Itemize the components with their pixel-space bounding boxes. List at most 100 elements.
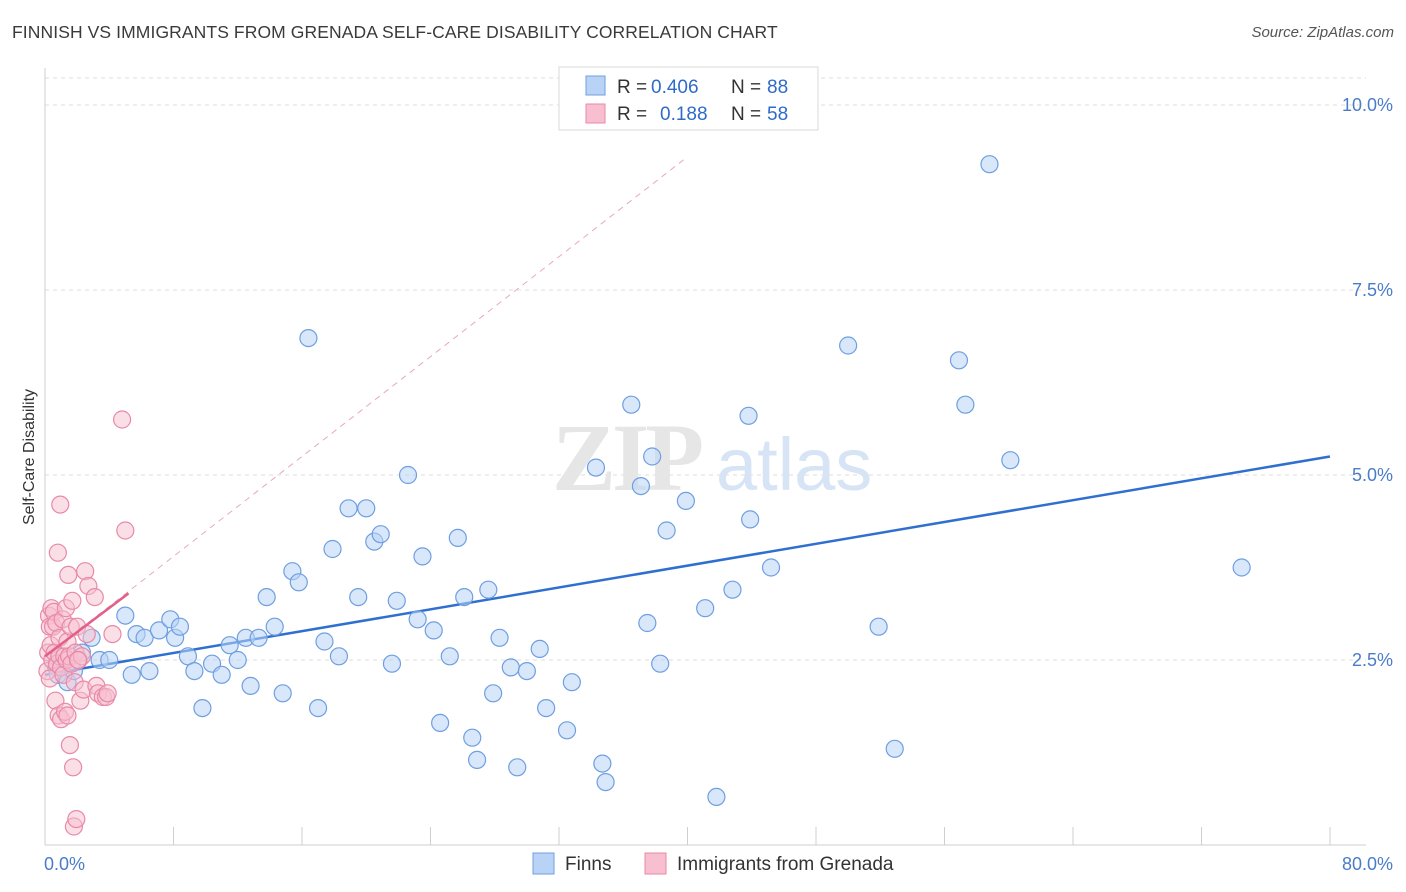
data-point-finns (413, 547, 432, 566)
legend-n-value-finns: 88 (767, 77, 788, 98)
data-point-finns (980, 155, 999, 174)
data-point-finns (956, 395, 975, 414)
data-point-grenada (58, 706, 77, 725)
data-point-finns (122, 665, 141, 684)
data-point-grenada (76, 562, 95, 581)
x-tick-label-min: 0.0% (44, 854, 85, 874)
data-point-finns (249, 628, 268, 647)
data-point-finns (1001, 451, 1020, 470)
x-tick-labels: 0.0% 80.0% (44, 854, 1393, 874)
data-point-finns (289, 573, 308, 592)
data-point-grenada (64, 758, 83, 777)
data-point-finns (562, 673, 581, 692)
data-point-finns (448, 528, 467, 548)
data-point-finns (651, 654, 670, 673)
legend-r-label-finns: R = (617, 77, 647, 98)
data-point-finns (508, 758, 527, 777)
data-point-grenada (59, 565, 78, 585)
data-point-finns (596, 772, 615, 792)
data-point-finns (557, 721, 577, 740)
y-tick-labels: 2.5% 5.0% 7.5% 10.0% (1342, 95, 1393, 670)
data-point-finns (349, 587, 368, 607)
x-tick-label-max: 80.0% (1342, 854, 1393, 874)
data-point-finns (149, 621, 169, 640)
legend-swatch-finns (585, 75, 606, 96)
data-point-finns (638, 613, 657, 633)
data-point-finns (408, 610, 427, 629)
data-point-grenada (68, 650, 88, 670)
data-point-grenada (67, 809, 86, 829)
data-point-finns (212, 665, 231, 684)
trend-line-grenada (44, 592, 130, 658)
data-point-finns (479, 580, 498, 599)
y-tick-label: 5.0% (1352, 465, 1393, 485)
bottom-legend: Finns Immigrants from Grenada (532, 852, 894, 875)
data-point-finns (537, 698, 556, 718)
data-point-finns (265, 617, 284, 636)
legend-swatch-grenada (585, 103, 606, 124)
data-point-finns (657, 521, 676, 540)
data-point-grenada (60, 735, 79, 755)
data-point-finns (299, 329, 318, 348)
data-point-finns (315, 632, 334, 651)
data-point-finns (455, 587, 474, 607)
chart-source: Source: ZipAtlas.com (1251, 24, 1394, 41)
trend-line-grenada-extended (44, 156, 688, 657)
data-point-finns (371, 525, 390, 544)
data-point-finns (257, 587, 276, 607)
data-point-finns (308, 698, 328, 718)
data-point-finns (696, 599, 715, 618)
data-point-finns (463, 728, 482, 747)
data-point-finns (357, 499, 376, 518)
data-point-finns (643, 447, 662, 466)
data-point-finns (193, 698, 212, 718)
data-point-finns (1232, 558, 1251, 577)
data-point-finns (185, 661, 204, 681)
watermark: ZIP atlas (552, 404, 872, 511)
data-point-finns (501, 658, 520, 677)
data-point-finns (170, 617, 190, 636)
data-point-finns (707, 787, 726, 807)
watermark-zip: ZIP (552, 404, 701, 511)
watermark-atlas: atlas (716, 423, 872, 506)
data-point-finns (424, 621, 443, 640)
data-point-finns (382, 654, 402, 673)
data-point-finns (839, 336, 858, 355)
bottom-legend-label-grenada: Immigrants from Grenada (677, 854, 894, 875)
data-point-finns (631, 477, 651, 496)
data-point-grenada (112, 410, 132, 429)
legend-n-label-finns: N = (731, 77, 761, 98)
legend-r-value-finns: 0.406 (651, 77, 699, 98)
data-point-finns (440, 647, 459, 666)
legend-n-value-grenada: 58 (767, 104, 788, 125)
axes (44, 68, 1366, 846)
data-point-finns (398, 465, 418, 485)
data-point-finns (431, 713, 450, 733)
data-point-finns (241, 676, 260, 696)
y-axis-title: Self-Care Disability (21, 389, 38, 525)
data-point-finns (228, 650, 247, 670)
legend: R = 0.406 N = 88 R = 0.188 N = 58 (558, 66, 819, 131)
data-point-grenada (63, 591, 82, 610)
data-point-finns (135, 628, 154, 647)
data-point-finns (885, 739, 904, 758)
y-tick-label: 7.5% (1352, 280, 1393, 300)
data-point-finns (467, 750, 487, 770)
data-point-grenada (98, 684, 117, 703)
data-point-grenada (51, 495, 70, 514)
data-point-finns (387, 591, 406, 610)
data-point-grenada (85, 587, 104, 607)
data-point-finns (100, 650, 119, 670)
data-point-finns (622, 395, 641, 414)
legend-n-label-grenada: N = (731, 104, 761, 125)
legend-r-label-grenada: R = (617, 104, 647, 125)
data-point-finns (339, 499, 358, 518)
data-point-finns (484, 684, 503, 703)
bottom-legend-label-finns: Finns (565, 854, 611, 875)
data-point-finns (949, 351, 969, 370)
data-points (38, 155, 1251, 836)
data-point-finns (329, 647, 349, 666)
data-point-finns (761, 558, 781, 577)
data-point-finns (739, 406, 758, 425)
